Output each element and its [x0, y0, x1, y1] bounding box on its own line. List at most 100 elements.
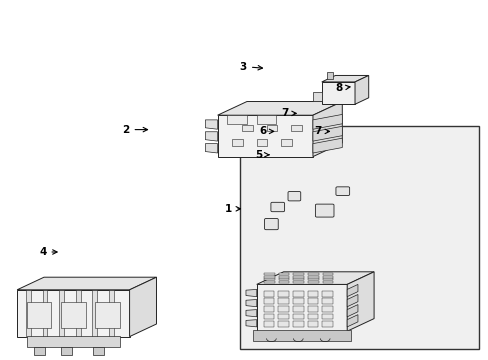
Polygon shape [245, 300, 256, 307]
Bar [307, 276, 318, 278]
Bar [256, 115, 276, 124]
Polygon shape [256, 272, 373, 284]
FancyBboxPatch shape [264, 219, 278, 230]
Bar [307, 298, 318, 304]
Polygon shape [205, 132, 217, 141]
Bar [322, 306, 332, 312]
Bar [278, 306, 288, 312]
Bar [292, 321, 303, 327]
Polygon shape [92, 290, 97, 337]
Bar [322, 314, 332, 319]
Polygon shape [42, 290, 47, 337]
Bar [264, 278, 274, 280]
Bar [290, 125, 301, 131]
Bar [322, 276, 333, 278]
Polygon shape [129, 277, 156, 337]
Polygon shape [217, 102, 342, 115]
Polygon shape [312, 102, 342, 157]
Bar [292, 314, 303, 319]
Bar [322, 273, 333, 275]
Bar [27, 302, 51, 328]
Bar [252, 330, 350, 341]
Polygon shape [76, 290, 81, 337]
Bar [227, 115, 246, 124]
FancyBboxPatch shape [335, 187, 349, 195]
Text: 7: 7 [281, 108, 296, 118]
Bar [278, 321, 288, 327]
Bar [95, 302, 120, 328]
Bar [312, 92, 321, 101]
Bar [34, 347, 45, 355]
Polygon shape [312, 126, 342, 141]
Bar [307, 291, 318, 297]
Bar [263, 298, 274, 304]
Bar [278, 278, 289, 280]
Bar [263, 291, 274, 297]
Bar [307, 321, 318, 327]
Polygon shape [17, 277, 156, 290]
Bar [27, 336, 120, 347]
Bar [307, 314, 318, 319]
Polygon shape [346, 315, 357, 327]
Polygon shape [346, 294, 357, 307]
Text: 7: 7 [314, 126, 329, 136]
Text: 1: 1 [224, 204, 240, 214]
Bar [293, 278, 304, 280]
Bar [307, 281, 318, 283]
Polygon shape [205, 120, 217, 129]
Text: 4: 4 [39, 247, 57, 257]
Bar [293, 276, 304, 278]
Bar [239, 126, 478, 349]
Polygon shape [245, 289, 256, 297]
Polygon shape [312, 138, 342, 153]
Polygon shape [109, 290, 114, 337]
Polygon shape [346, 305, 357, 317]
Bar [293, 273, 304, 275]
Bar [93, 347, 103, 355]
Bar [292, 306, 303, 312]
Polygon shape [17, 290, 129, 337]
Bar [61, 347, 72, 355]
Bar [326, 72, 332, 79]
Bar [292, 298, 303, 304]
Bar [293, 281, 304, 283]
Bar [307, 278, 318, 280]
Bar [266, 125, 277, 131]
FancyBboxPatch shape [287, 192, 300, 201]
Bar [322, 291, 332, 297]
Polygon shape [321, 82, 354, 104]
Bar [278, 314, 288, 319]
Polygon shape [321, 76, 368, 82]
Polygon shape [245, 320, 256, 327]
Bar [263, 314, 274, 319]
Bar [322, 281, 333, 283]
Bar [278, 273, 289, 275]
Bar [278, 298, 288, 304]
Bar [264, 273, 274, 275]
Bar [61, 302, 85, 328]
Bar [322, 298, 332, 304]
FancyBboxPatch shape [315, 204, 333, 217]
Polygon shape [59, 290, 64, 337]
Polygon shape [245, 310, 256, 317]
Polygon shape [217, 115, 312, 157]
Bar [307, 273, 318, 275]
Polygon shape [346, 284, 357, 297]
Text: 8: 8 [334, 83, 349, 93]
Polygon shape [354, 76, 368, 104]
Polygon shape [205, 144, 217, 153]
Text: 5: 5 [255, 150, 268, 160]
Bar [322, 321, 332, 327]
Bar [232, 139, 243, 146]
Text: 2: 2 [122, 125, 147, 135]
Bar [292, 291, 303, 297]
Polygon shape [256, 284, 346, 331]
Polygon shape [26, 290, 31, 337]
Bar [263, 321, 274, 327]
Text: 3: 3 [239, 62, 262, 72]
Bar [256, 139, 267, 146]
Bar [322, 278, 333, 280]
Text: 6: 6 [259, 126, 273, 136]
Bar [264, 276, 274, 278]
Bar [278, 276, 289, 278]
